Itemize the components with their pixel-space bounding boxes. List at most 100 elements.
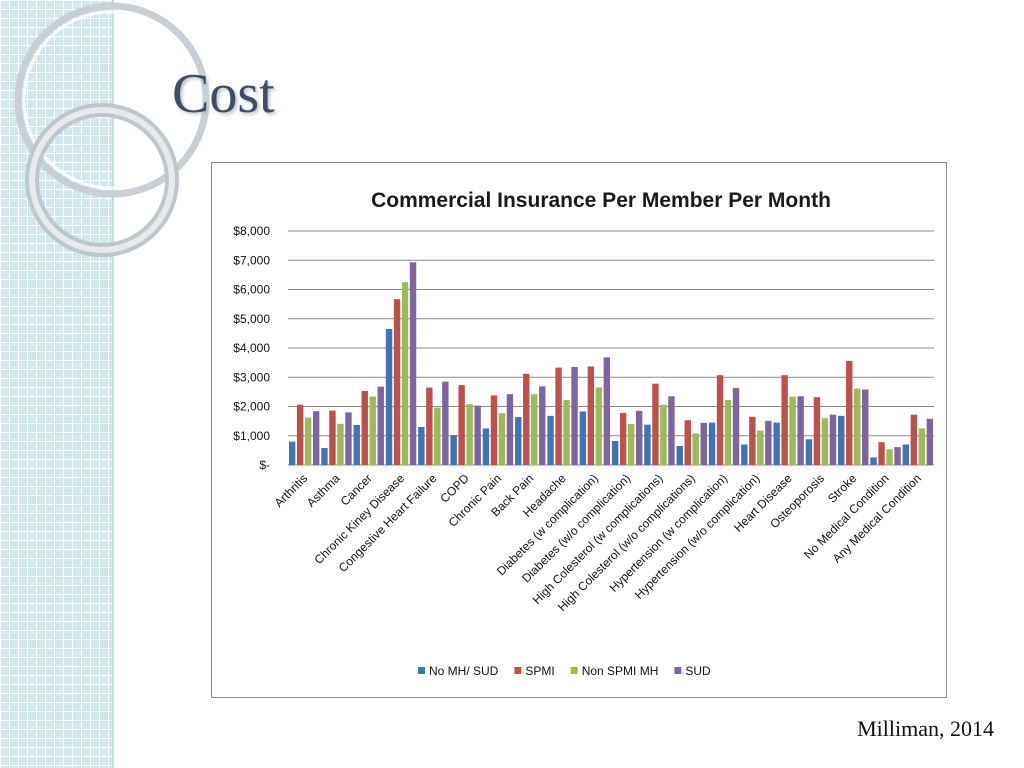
- legend-swatch: [570, 667, 578, 674]
- bar: [401, 282, 409, 465]
- bar: [611, 441, 619, 465]
- bar: [498, 413, 506, 465]
- y-tick-label: $8,000: [233, 224, 270, 238]
- bar: [870, 457, 877, 465]
- bar: [765, 420, 772, 465]
- y-tick-label: $7,000: [233, 253, 270, 267]
- bar: [781, 375, 788, 465]
- slide-title: Cost: [172, 63, 275, 125]
- bar: [490, 395, 498, 465]
- bar: [458, 385, 465, 465]
- legend-swatch: [514, 667, 522, 674]
- legend-label: No MH/ SUD: [429, 664, 499, 678]
- bar: [789, 396, 796, 465]
- bar: [846, 360, 853, 465]
- bar: [829, 414, 837, 465]
- bar: [749, 416, 756, 465]
- bar: [393, 299, 401, 465]
- bar: [668, 396, 675, 465]
- bar: [741, 444, 748, 465]
- bar: [652, 383, 659, 465]
- bar: [854, 388, 861, 465]
- bar: [474, 405, 481, 465]
- bar: [555, 367, 562, 465]
- y-tick-label: $-: [259, 458, 270, 472]
- bar: [732, 388, 740, 465]
- bar: [918, 428, 926, 465]
- y-tick-label: $5,000: [233, 312, 270, 326]
- decorative-ring-small-inner: [29, 107, 175, 253]
- bar: [926, 418, 934, 465]
- decorative-ring-large-inner: [22, 10, 202, 190]
- bar: [660, 404, 667, 465]
- bar: [676, 445, 683, 465]
- bar: [813, 397, 821, 465]
- bar: [329, 410, 336, 465]
- bar: [773, 422, 780, 465]
- bar: [587, 366, 595, 465]
- bar: [563, 400, 570, 465]
- bar: [619, 412, 627, 465]
- bar: [579, 411, 587, 465]
- bar: [627, 424, 635, 465]
- bar: [635, 410, 643, 465]
- decorative-rings: [14, 2, 210, 257]
- bar: [595, 387, 603, 465]
- bar: [288, 441, 296, 465]
- chart-frame: Commercial Insurance Per Member Per Mont…: [211, 162, 947, 698]
- bar: [571, 367, 578, 465]
- decorative-ring-large: [14, 2, 210, 198]
- bar: [482, 428, 490, 465]
- y-tick-label: $4,000: [233, 341, 270, 355]
- bar: [797, 396, 804, 465]
- bar: [902, 444, 910, 465]
- bar: [450, 435, 457, 465]
- bar: [757, 430, 764, 465]
- bar: [312, 411, 320, 465]
- bar: [886, 449, 893, 465]
- bar: [603, 357, 611, 465]
- bar: [353, 424, 360, 465]
- y-tick-label: $3,000: [233, 370, 270, 384]
- bar: [385, 328, 393, 465]
- legend-label: Non SPMI MH: [582, 664, 659, 678]
- bar: [296, 404, 304, 465]
- bar: [442, 381, 449, 465]
- legend-label: SPMI: [525, 664, 554, 678]
- bar: [418, 426, 425, 465]
- legend-swatch: [418, 667, 425, 674]
- bar: [716, 375, 724, 465]
- x-tick-label: Arthritis: [272, 471, 311, 510]
- bar: [644, 424, 651, 465]
- y-tick-label: $6,000: [233, 283, 270, 297]
- bar: [361, 390, 368, 465]
- y-tick-label: $2,000: [233, 400, 270, 414]
- bar: [910, 414, 918, 465]
- bar: [724, 400, 732, 465]
- y-tick-label: $1,000: [233, 429, 270, 443]
- bar: [337, 423, 344, 465]
- bar: [426, 387, 433, 465]
- bar: [377, 386, 384, 465]
- bar: [894, 447, 901, 465]
- chart-title: Commercial Insurance Per Member Per Mont…: [371, 189, 831, 212]
- bar: [821, 418, 829, 465]
- bar: [684, 420, 691, 465]
- bar: [692, 433, 699, 465]
- x-tick-label: Asthma: [304, 471, 343, 510]
- bar: [369, 396, 376, 465]
- bar: [506, 394, 514, 465]
- bar: [547, 415, 554, 465]
- bar: [345, 412, 352, 465]
- legend-label: SUD: [685, 664, 711, 678]
- bar: [862, 389, 869, 465]
- bar: [434, 407, 441, 465]
- bar: [531, 394, 538, 465]
- bar: [515, 417, 522, 465]
- bar: [838, 415, 845, 465]
- bar-chart: Commercial Insurance Per Member Per Mont…: [233, 189, 934, 678]
- bar: [409, 262, 417, 465]
- bar: [523, 373, 530, 465]
- source-citation: Milliman, 2014: [857, 716, 994, 741]
- bar: [539, 386, 546, 465]
